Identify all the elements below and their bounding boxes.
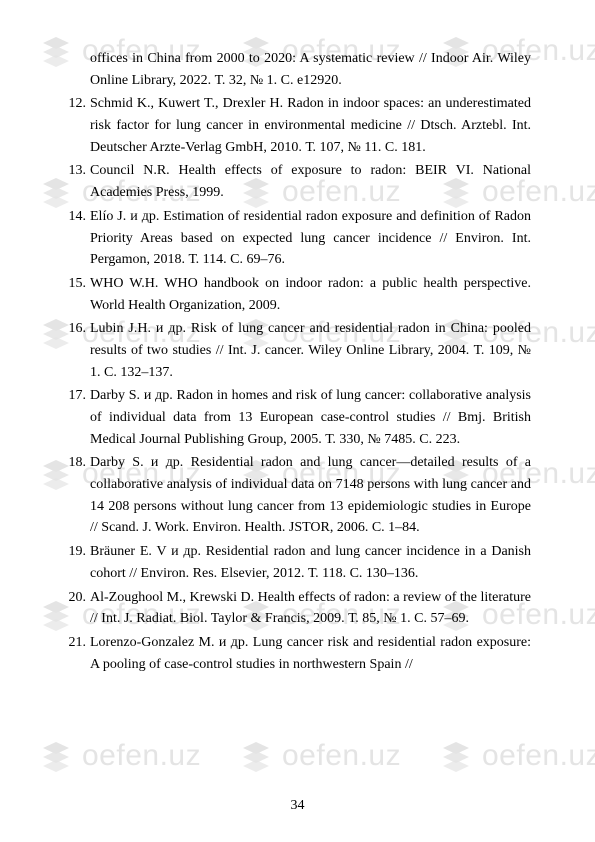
ref-text: Al-Zoughool M., Krewski D. Health effect… — [90, 587, 531, 630]
ref-num: 21. — [64, 632, 90, 675]
ref-num: 18. — [64, 452, 90, 539]
reference-item: 21.Lorenzo-Gonzalez M. и др. Lung cancer… — [64, 632, 531, 675]
reference-item: 17.Darby S. и др. Radon in homes and ris… — [64, 385, 531, 450]
ref-num: 14. — [64, 206, 90, 271]
watermark: oefen.uz — [240, 739, 401, 773]
watermark: oefen.uz — [440, 739, 595, 773]
ref-text: Darby S. и др. Residential radon and lun… — [90, 452, 531, 539]
reference-item: 16.Lubin J.H. и др. Risk of lung cancer … — [64, 318, 531, 383]
ref-num: 19. — [64, 541, 90, 584]
reference-item: offices in China from 2000 to 2020: A sy… — [64, 48, 531, 91]
reference-item: 14.Elío J. и др. Estimation of residenti… — [64, 206, 531, 271]
ref-num: 13. — [64, 160, 90, 203]
references-list: offices in China from 2000 to 2020: A sy… — [0, 0, 595, 675]
watermark: oefen.uz — [40, 739, 201, 773]
reference-item: 18.Darby S. и др. Residential radon and … — [64, 452, 531, 539]
ref-num: 12. — [64, 93, 90, 158]
reference-item: 13.Council N.R. Health effects of exposu… — [64, 160, 531, 203]
ref-text: offices in China from 2000 to 2020: A sy… — [90, 48, 531, 91]
ref-num: 17. — [64, 385, 90, 450]
reference-item: 19.Bräuner E. V и др. Residential radon … — [64, 541, 531, 584]
ref-text: Bräuner E. V и др. Residential radon and… — [90, 541, 531, 584]
ref-num: 15. — [64, 273, 90, 316]
ref-text: Schmid K., Kuwert T., Drexler H. Radon i… — [90, 93, 531, 158]
ref-num: 20. — [64, 587, 90, 630]
ref-text: WHO W.H. WHO handbook on indoor radon: a… — [90, 273, 531, 316]
ref-text: Lubin J.H. и др. Risk of lung cancer and… — [90, 318, 531, 383]
reference-item: 15.WHO W.H. WHO handbook on indoor radon… — [64, 273, 531, 316]
page-number: 34 — [0, 798, 595, 814]
ref-num: 16. — [64, 318, 90, 383]
ref-text: Elío J. и др. Estimation of residential … — [90, 206, 531, 271]
ref-text: Lorenzo-Gonzalez M. и др. Lung cancer ri… — [90, 632, 531, 675]
reference-item: 20.Al-Zoughool M., Krewski D. Health eff… — [64, 587, 531, 630]
reference-item: 12.Schmid K., Kuwert T., Drexler H. Rado… — [64, 93, 531, 158]
ref-num — [64, 48, 90, 91]
ref-text: Darby S. и др. Radon in homes and risk o… — [90, 385, 531, 450]
ref-text: Council N.R. Health effects of exposure … — [90, 160, 531, 203]
